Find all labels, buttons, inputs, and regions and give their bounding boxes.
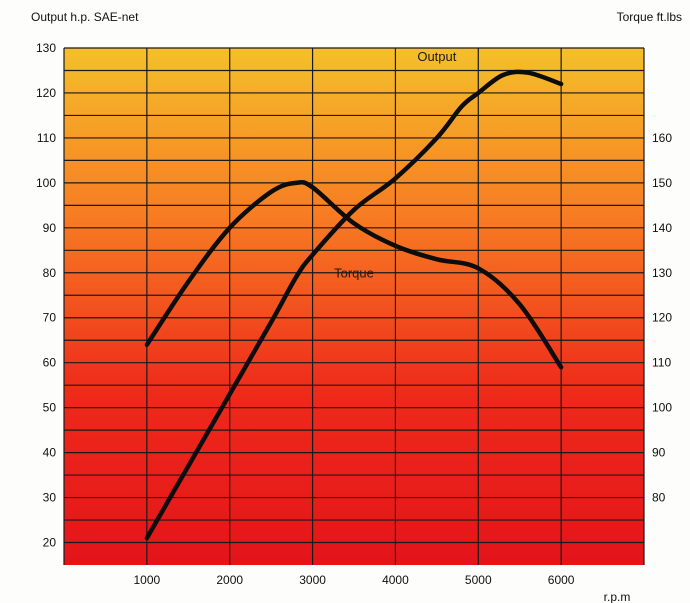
y-left-tick-label: 110 [37, 131, 56, 145]
y-right-tick-label: 90 [652, 446, 666, 460]
series-line-torque [144, 179, 564, 370]
y-left-tick-label: 30 [43, 491, 57, 505]
y-right-tick-label: 120 [652, 311, 672, 325]
y-right-tick-label: 130 [652, 266, 672, 280]
y-right-tick-label: 80 [652, 491, 666, 505]
y-right-tick-label: 100 [652, 401, 672, 415]
plot-background [64, 48, 644, 565]
y-left-tick-label: 130 [36, 41, 56, 55]
left-axis-title: Output h.p. SAE-net [31, 10, 139, 24]
y-left-tick-label: 40 [43, 446, 57, 460]
tick-labels: 130 120 110 100 90 80 70 60 50 40 30 20 160 150 140 130… [36, 41, 672, 587]
y-left-tick-label: 20 [43, 536, 57, 550]
y-left-tick-label: 120 [36, 86, 56, 100]
right-axis-title: Torque ft.lbs [617, 10, 682, 24]
y-left-tick-label: 70 [43, 311, 57, 325]
data-curves: Output Torque [144, 49, 564, 541]
y-left-tick-label: 80 [43, 266, 57, 280]
y-right-tick-label: 150 [652, 176, 672, 190]
y-left-tick-label: 100 [36, 176, 56, 190]
x-tick-label: 5000 [465, 573, 492, 587]
y-left-tick-label: 60 [43, 356, 57, 370]
y-right-tick-label: 140 [652, 221, 672, 235]
series-line-output [144, 69, 564, 541]
series-label-output: Output [417, 49, 456, 64]
grid-lines [63, 47, 645, 565]
y-left-tick-label: 90 [43, 221, 57, 235]
series-label-torque: Torque [334, 265, 374, 280]
x-tick-label: 3000 [299, 573, 326, 587]
x-tick-label: 2000 [216, 573, 243, 587]
y-right-tick-label: 160 [652, 131, 672, 145]
y-right-tick-label: 110 [652, 356, 671, 370]
x-tick-label: 4000 [382, 573, 409, 587]
y-left-tick-label: 50 [43, 401, 57, 415]
x-tick-label: 6000 [548, 573, 575, 587]
x-axis-title: r.p.m [604, 590, 631, 603]
x-tick-label: 1000 [134, 573, 161, 587]
